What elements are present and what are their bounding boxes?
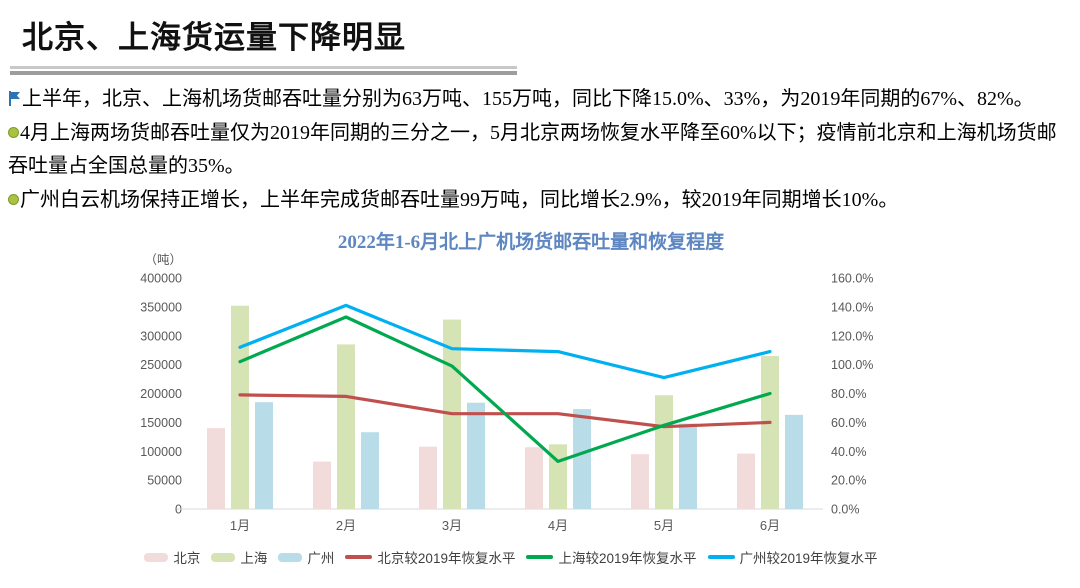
legend-label: 北京较2019年恢复水平: [377, 551, 516, 566]
right-axis-tick: 20.0%: [831, 474, 866, 488]
bar-上海-1月: [231, 305, 249, 509]
legend-label: 上海较2019年恢复水平: [558, 551, 697, 566]
right-axis-tick: 60.0%: [831, 416, 866, 430]
line-上海较2019年恢复水平: [238, 315, 772, 463]
x-axis-label: 6月: [760, 518, 780, 533]
legend-swatch-bar: [144, 552, 169, 562]
dot-icon: [8, 126, 19, 138]
left-axis-tick: 350000: [140, 300, 182, 314]
right-axis-tick: 160.0%: [831, 272, 873, 286]
left-axis-unit-label: （吨）: [144, 253, 182, 267]
legend-item: 广州较2019年恢复水平: [707, 547, 878, 567]
legend-label: 广州较2019年恢复水平: [739, 551, 878, 566]
bar-北京-4月: [525, 447, 543, 509]
legend-label: 广州: [307, 551, 335, 566]
legend-swatch-bar: [211, 552, 236, 562]
freight-combo-chart: 0500001000001500002000002500003000003500…: [140, 253, 873, 533]
left-axis-tick: 250000: [140, 358, 182, 372]
chart-title: 2022年1-6月北上广机场货邮吞吐量和恢复程度: [337, 232, 725, 253]
left-axis-tick: 200000: [140, 387, 182, 401]
bar-上海-6月: [761, 355, 779, 509]
page-title: 北京、上海货运量下降明显: [22, 20, 406, 55]
bar-北京-1月: [207, 428, 225, 509]
right-axis-tick: 80.0%: [831, 387, 866, 401]
left-axis-tick: 50000: [147, 474, 182, 488]
bullet-text: 上半年，北京、上海机场货邮吞吐量分别为63万吨、155万吨，同比下降15.0%、…: [22, 88, 1034, 110]
legend-item: 北京较2019年恢复水平: [345, 547, 515, 567]
x-axis-label: 4月: [548, 518, 568, 533]
right-axis-tick: 120.0%: [831, 329, 873, 343]
bullet-item: 4月上海两场货邮吞吐量仅为2019年同期的三分之一，5月北京两场恢复水平降至60…: [8, 117, 1066, 184]
title-underline: [10, 66, 517, 79]
left-axis-tick: 300000: [140, 329, 182, 343]
line-广州较2019年恢复水平: [238, 303, 772, 380]
bar-广州-4月: [573, 409, 591, 509]
chart-legend: 北京 上海 广州 北京较2019年恢复水平 上海较2019年恢复水平 广州较2019年恢复…: [0, 547, 1022, 567]
left-axis-tick: 100000: [140, 445, 182, 459]
x-axis-label: 1月: [230, 518, 250, 533]
left-axis-tick: 400000: [140, 272, 182, 286]
legend-swatch-line: [526, 555, 554, 559]
bullet-text: 4月上海两场货邮吞吐量仅为2019年同期的三分之一，5月北京两场恢复水平降至60…: [8, 121, 1057, 178]
flag-icon: [8, 84, 21, 106]
right-axis-tick: 40.0%: [831, 445, 866, 459]
bar-上海-2月: [337, 344, 355, 509]
right-axis-tick: 0.0%: [831, 503, 860, 517]
legend-swatch-line: [345, 555, 373, 559]
bar-广州-5月: [679, 423, 697, 509]
bullet-item: 上半年，北京、上海机场货邮吞吐量分别为63万吨、155万吨，同比下降15.0%、…: [8, 83, 1066, 117]
bullet-item: 广州白云机场保持正增长，上半年完成货邮吞吐量99万吨，同比增长2.9%，较201…: [8, 184, 1066, 218]
bar-广州-2月: [361, 432, 379, 509]
legend-label: 上海: [240, 551, 268, 566]
bar-广州-6月: [785, 414, 803, 509]
legend-label: 北京: [173, 551, 201, 566]
x-axis-label: 3月: [442, 518, 462, 533]
legend-item: 广州: [278, 547, 334, 567]
right-axis-tick: 100.0%: [831, 358, 873, 372]
left-axis-tick: 150000: [140, 416, 182, 430]
x-axis-label: 5月: [654, 518, 674, 533]
legend-swatch-line: [707, 555, 735, 559]
bar-北京-6月: [737, 453, 755, 509]
dot-icon: [8, 193, 19, 205]
bullet-list: 上半年，北京、上海机场货邮吞吐量分别为63万吨、155万吨，同比下降15.0%、…: [8, 83, 1066, 217]
legend-item: 北京: [144, 547, 200, 567]
bar-北京-2月: [313, 461, 331, 509]
right-axis-tick: 140.0%: [831, 300, 873, 314]
bar-广州-3月: [467, 402, 485, 509]
bar-上海-5月: [655, 395, 673, 509]
legend-item: 上海较2019年恢复水平: [526, 547, 697, 567]
legend-item: 上海: [211, 547, 267, 567]
x-axis-label: 2月: [336, 518, 356, 533]
bar-北京-5月: [631, 454, 649, 509]
bullet-text: 广州白云机场保持正增长，上半年完成货邮吞吐量99万吨，同比增长2.9%，较201…: [20, 188, 899, 211]
bar-广州-1月: [255, 402, 273, 509]
legend-swatch-bar: [278, 552, 303, 562]
line-北京较2019年恢复水平: [238, 393, 772, 429]
bar-北京-3月: [419, 446, 437, 509]
